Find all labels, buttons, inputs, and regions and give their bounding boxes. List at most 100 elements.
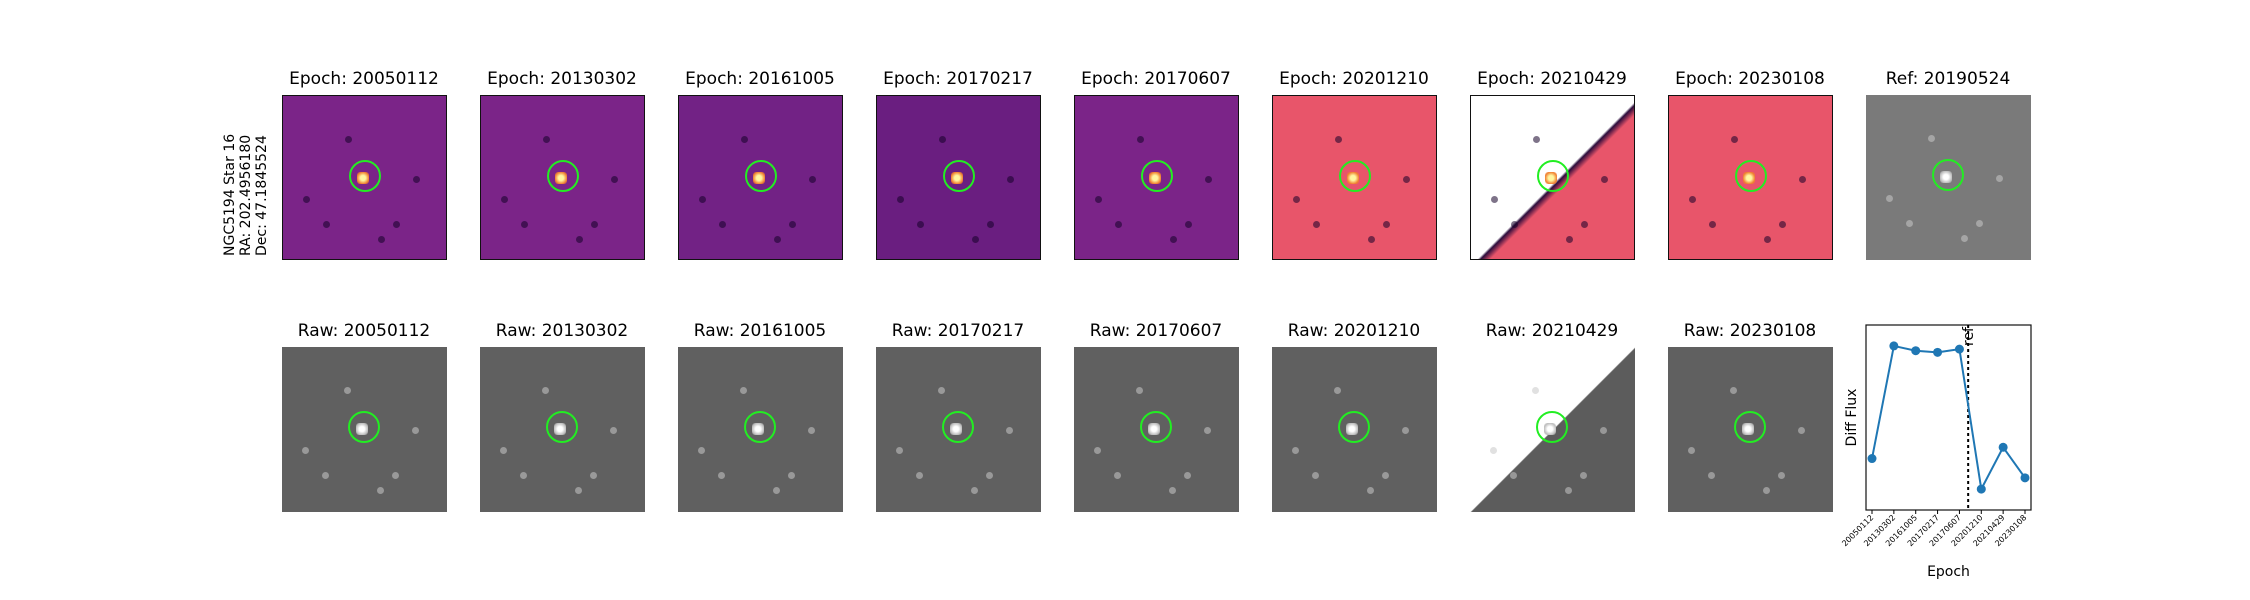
field-star — [377, 487, 384, 494]
raw-title-1: Raw: 20130302 — [495, 321, 629, 341]
field-star — [576, 236, 583, 243]
raw-image-4 — [1074, 347, 1239, 512]
raw-image-1 — [480, 347, 645, 512]
field-star — [1367, 487, 1374, 494]
field-star — [1382, 472, 1389, 479]
field-star — [322, 472, 329, 479]
target-ring-icon — [1140, 411, 1172, 443]
diff-image-0 — [282, 95, 447, 260]
field-star — [344, 387, 351, 394]
field-star — [1490, 447, 1497, 454]
raw-title-7: Raw: 20230108 — [1683, 321, 1817, 341]
data-point-20170217 — [1933, 347, 1943, 357]
target-ring-icon — [1339, 160, 1371, 192]
raw-title-4: Raw: 20170607 — [1089, 321, 1223, 341]
field-star — [1532, 387, 1539, 394]
target-ring-icon — [1932, 159, 1964, 191]
field-star — [1601, 176, 1608, 183]
field-star — [1581, 221, 1588, 228]
field-star — [1114, 472, 1121, 479]
field-star — [1403, 176, 1410, 183]
field-star — [773, 487, 780, 494]
field-star — [1688, 447, 1695, 454]
field-star — [1689, 196, 1696, 203]
field-star — [1798, 427, 1805, 434]
field-star — [1778, 472, 1785, 479]
diff-image-2 — [678, 95, 843, 260]
ref-title-8: Ref: 20190524 — [1885, 69, 2011, 89]
field-star — [938, 387, 945, 394]
field-star — [1976, 220, 1983, 227]
raw-image-7 — [1668, 347, 1833, 512]
field-star — [591, 221, 598, 228]
field-star — [1335, 136, 1342, 143]
field-star — [1368, 236, 1375, 243]
field-star — [1961, 235, 1968, 242]
y-axis-label: Diff Flux — [1844, 389, 1860, 447]
diff-title-3: Epoch: 20170217 — [883, 69, 1033, 89]
field-star — [808, 427, 815, 434]
field-star — [917, 221, 924, 228]
field-star — [378, 236, 385, 243]
diff-image-3 — [876, 95, 1041, 260]
field-star — [610, 427, 617, 434]
target-ring-icon — [1537, 160, 1569, 192]
field-star — [939, 136, 946, 143]
raw-title-6: Raw: 20210429 — [1485, 321, 1619, 341]
field-star — [1204, 427, 1211, 434]
diff-image-4 — [1074, 95, 1239, 260]
field-star — [1185, 221, 1192, 228]
field-star — [520, 472, 527, 479]
target-ring-icon — [744, 411, 776, 443]
field-star — [1491, 196, 1498, 203]
diff-image-6 — [1470, 95, 1635, 260]
raw-title-2: Raw: 20161005 — [693, 321, 827, 341]
data-point-20230108 — [2020, 473, 2030, 483]
diff-flux-lightcurve: ref2005011220130302201610052017021720170… — [1840, 324, 2032, 580]
target-ring-icon — [1734, 411, 1766, 443]
plot-frame — [1865, 324, 2032, 511]
field-star — [719, 221, 726, 228]
field-star — [1115, 221, 1122, 228]
target-label: NGC5194 Star 16 RA: 202.4956180 Dec: 47.… — [222, 134, 270, 256]
diff-title-6: Epoch: 20210429 — [1477, 69, 1627, 89]
field-star — [971, 487, 978, 494]
ref-label: ref — [1961, 326, 1977, 346]
diff-image-5 — [1272, 95, 1437, 260]
diff-title-0: Epoch: 20050112 — [289, 69, 439, 89]
field-star — [774, 236, 781, 243]
field-star — [1293, 196, 1300, 203]
field-star — [987, 221, 994, 228]
raw-image-0 — [282, 347, 447, 512]
field-star — [1565, 487, 1572, 494]
field-star — [1094, 447, 1101, 454]
field-star — [1906, 220, 1913, 227]
field-star — [897, 196, 904, 203]
field-star — [1566, 236, 1573, 243]
target-ring-icon — [1338, 411, 1370, 443]
field-star — [1334, 387, 1341, 394]
diff-image-1 — [480, 95, 645, 260]
series-line — [1871, 344, 2026, 493]
field-star — [788, 472, 795, 479]
field-star — [698, 447, 705, 454]
field-star — [1799, 176, 1806, 183]
field-star — [611, 176, 618, 183]
field-star — [345, 136, 352, 143]
field-star — [740, 387, 747, 394]
field-star — [1928, 135, 1935, 142]
field-star — [1708, 472, 1715, 479]
field-star — [1313, 221, 1320, 228]
diff-title-2: Epoch: 20161005 — [685, 69, 835, 89]
field-star — [1292, 447, 1299, 454]
target-dec: Dec: 47.1845524 — [254, 135, 270, 256]
field-star — [501, 196, 508, 203]
field-star — [1137, 136, 1144, 143]
field-star — [1095, 196, 1102, 203]
field-star — [500, 447, 507, 454]
field-star — [1312, 472, 1319, 479]
raw-image-5 — [1272, 347, 1437, 512]
field-star — [1136, 387, 1143, 394]
raw-title-3: Raw: 20170217 — [891, 321, 1025, 341]
field-star — [392, 472, 399, 479]
